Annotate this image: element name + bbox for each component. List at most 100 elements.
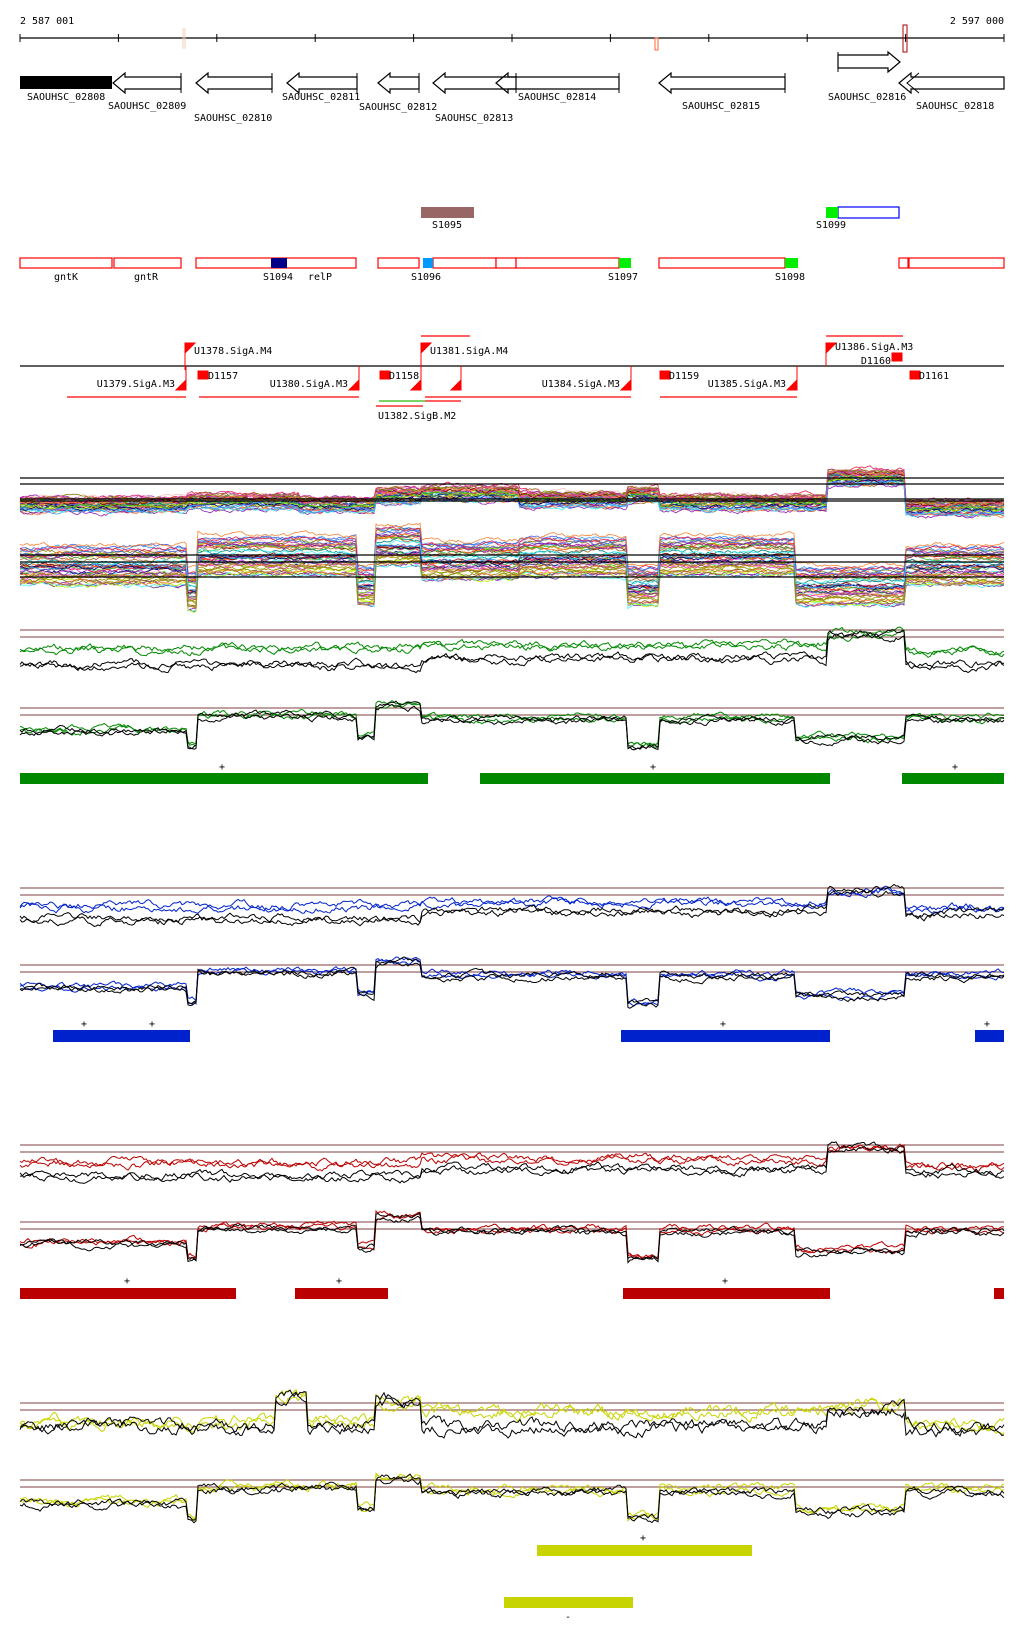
expression-line [19,561,1005,613]
promoter-label: U1379.SigA.M3 [97,379,175,390]
gene-SAOUHSC_02812[interactable]: SAOUHSC_02812 [359,71,437,113]
segment-bar[interactable] [623,1288,830,1299]
promoter-U1379[interactable] [174,366,187,391]
expression-line [19,1144,1005,1174]
terminator-label: D1161 [919,371,949,382]
gene-label: SAOUHSC_02813 [435,113,513,124]
feature-label: relP [308,272,332,283]
gene-SAOUHSC_02813[interactable]: SAOUHSC_02813 [432,71,517,124]
segment-bar[interactable] [480,773,830,784]
segment-bar[interactable] [994,1288,1004,1299]
feature-S1099-region[interactable] [837,206,900,219]
segment-bar[interactable] [504,1597,633,1608]
gene-SAOUHSC_02818[interactable]: SAOUHSC_02818 [898,71,1005,112]
position-marker[interactable] [654,37,659,51]
expression-line [19,543,1005,592]
expression-line [19,1391,1005,1432]
gene-SAOUHSC_02815[interactable]: SAOUHSC_02815 [658,71,786,112]
strand-label: + [984,1019,990,1030]
promoter-U1384[interactable] [619,366,632,391]
gene-label: SAOUHSC_02818 [916,101,994,112]
segment-bar[interactable] [537,1545,752,1556]
feature-S1096[interactable] [423,258,433,268]
terminator-D1158[interactable] [379,370,391,380]
feature-gntK[interactable] [19,257,113,269]
feature-box[interactable] [432,257,497,269]
expression-line [19,550,1005,598]
position-marker[interactable] [902,24,908,53]
expression-line [19,887,1005,927]
feature-S1094[interactable] [271,258,287,268]
strand-label: + [81,1019,87,1030]
expression-line [19,559,1005,609]
expression-line [19,883,1005,924]
expression-tracks [19,465,1005,1524]
terminator-label: D1160 [861,356,891,367]
feature-S1099[interactable] [826,207,838,218]
feature-box[interactable] [495,257,517,269]
gene-track: SAOUHSC_02808 SAOUHSC_02809 SAOUHSC_0281… [20,50,1005,124]
promoter-U1386[interactable] [825,342,838,366]
segment-track-yellow: + - [504,1533,752,1623]
feature-gntR[interactable] [113,257,182,269]
gene-SAOUHSC_02811[interactable]: SAOUHSC_02811 [282,71,360,103]
expression-line [19,474,1005,512]
feature-box[interactable] [898,257,909,269]
promoter-U1383[interactable] [449,366,462,391]
promoter-label: U1384.SigA.M3 [542,379,620,390]
gene-SAOUHSC_02816[interactable]: SAOUHSC_02816 [828,50,906,103]
strand-label: + [640,1533,646,1544]
promoter-label: U1385.SigA.M3 [708,379,786,390]
strand-label: + [336,1276,342,1287]
promoter-U1382[interactable] [409,366,422,391]
gene-SAOUHSC_02808[interactable]: SAOUHSC_02808 [20,76,112,103]
strand-label: + [149,1019,155,1030]
feature-box[interactable] [515,257,620,269]
segment-bar[interactable] [20,773,428,784]
segment-track-blue: + + + + [53,1019,1004,1042]
promoter-label: U1380.SigA.M3 [270,379,348,390]
terminator-D1159[interactable] [659,370,671,380]
expression-line [19,1212,1005,1260]
feature-box[interactable] [377,257,420,269]
terminator-D1161[interactable] [909,370,921,380]
expression-line [19,1475,1005,1524]
feature-label: S1099 [816,220,846,231]
feature-track: S1095 S1099 gntK gntR S1094 relP S1096 S… [19,206,1005,283]
strand-label: + [952,762,958,773]
segment-bar[interactable] [295,1288,388,1299]
feature-label: gntR [134,272,159,283]
position-marker[interactable] [182,28,186,49]
feature-label: S1095 [432,220,462,231]
promoter-U1385[interactable] [785,366,798,391]
promoter-U1381[interactable] [420,342,433,370]
gene-SAOUHSC_02809[interactable]: SAOUHSC_02809 [108,71,186,112]
expression-line [19,1215,1005,1264]
terminator-D1157[interactable] [197,370,209,380]
promoter-label: U1378.SigA.M4 [194,346,272,357]
feature-box[interactable] [658,257,786,269]
expression-line [19,527,1005,577]
feature-S1097[interactable] [619,258,631,268]
segment-bar[interactable] [621,1030,830,1042]
promoter-label: U1381.SigA.M4 [430,346,508,357]
feature-S1095[interactable] [421,207,474,218]
segment-bar[interactable] [902,773,1004,784]
promoter-U1380[interactable] [347,366,360,391]
feature-S1098[interactable] [785,258,798,268]
expression-line [19,960,1005,1009]
expression-line [19,626,1005,656]
feature-box[interactable] [908,257,1005,269]
segment-bar[interactable] [975,1030,1004,1042]
promoter-label: U1382.SigB.M2 [378,411,456,422]
terminator-D1160[interactable] [891,352,903,362]
segment-bar[interactable] [20,1288,236,1299]
feature-label: gntK [54,272,78,283]
terminator-label: D1157 [208,371,238,382]
promoter-U1378[interactable] [184,342,197,370]
gene-SAOUHSC_02810[interactable]: SAOUHSC_02810 [194,71,273,124]
expression-line [19,1143,1005,1170]
gene-SAOUHSC_02814[interactable]: SAOUHSC_02814 [495,71,620,103]
segment-bar[interactable] [53,1030,190,1042]
